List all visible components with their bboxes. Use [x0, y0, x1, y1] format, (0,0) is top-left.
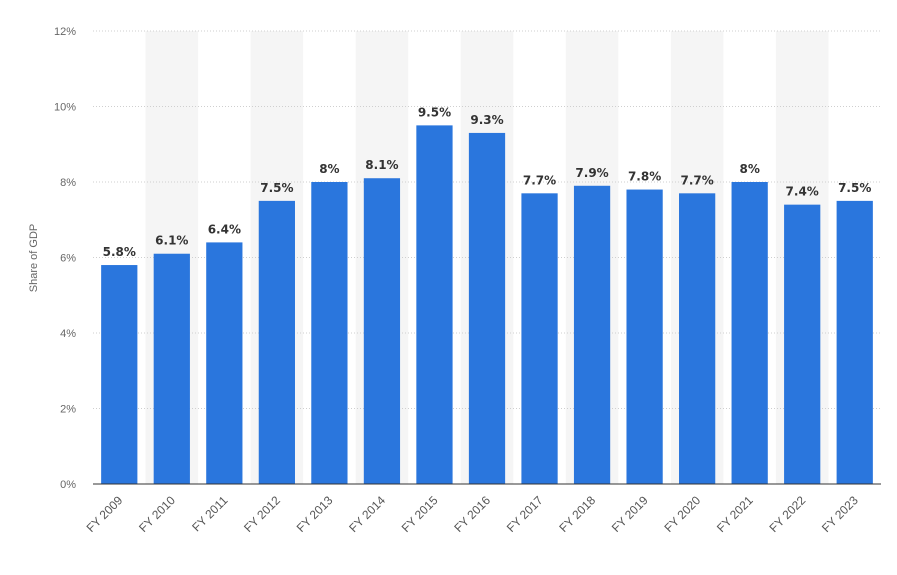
x-tick-label: FY 2014 [346, 493, 388, 535]
bars [101, 125, 873, 485]
x-tick-label: FY 2009 [84, 493, 126, 535]
data-label: 8% [739, 162, 759, 176]
data-label: 7.8% [628, 170, 661, 184]
data-label: 7.9% [575, 166, 608, 180]
bar[interactable] [784, 204, 821, 484]
y-tick-label: 6% [60, 253, 76, 265]
y-axis-title: Share of GDP [28, 224, 40, 292]
y-tick-label: 10% [54, 102, 76, 114]
bar[interactable] [521, 193, 558, 484]
data-label: 7.7% [680, 173, 713, 187]
data-label: 9.3% [470, 113, 503, 127]
x-tick-label: FY 2019 [609, 493, 651, 535]
bar[interactable] [573, 185, 611, 484]
data-label: 5.8% [103, 245, 136, 259]
bar[interactable] [679, 193, 716, 484]
bar[interactable] [626, 189, 663, 485]
x-tick-label: FY 2015 [399, 493, 441, 535]
y-tick-label: 8% [60, 177, 76, 189]
data-label: 7.4% [786, 185, 819, 199]
data-labels: 5.8% 6.1% 6.4% 7.5% 8% 8.1% 9.5% 9.3% 7.7% 7.9% 7.… [103, 105, 872, 259]
x-tick-label: FY 2021 [714, 493, 756, 535]
x-tick-label: FY 2020 [661, 493, 703, 535]
bar[interactable] [101, 265, 138, 484]
bar[interactable] [153, 253, 190, 484]
data-label: 8.1% [365, 158, 398, 172]
bar[interactable] [468, 132, 506, 485]
x-tick-labels: FY 2009 FY 2010 FY 2011 FY 2012 FY 2013 FY 20… [84, 493, 862, 535]
y-tick-label: 4% [60, 328, 76, 340]
y-tick-label: 0% [60, 479, 76, 491]
x-tick-label: FY 2022 [766, 493, 808, 535]
data-label: 6.1% [155, 234, 188, 248]
bar[interactable] [731, 182, 768, 484]
x-tick-label: FY 2023 [819, 493, 861, 535]
data-label: 8% [319, 162, 339, 176]
y-tick-label: 2% [60, 404, 76, 416]
x-tick-label: FY 2017 [504, 493, 546, 535]
data-label: 6.4% [208, 222, 241, 236]
x-tick-label: FY 2013 [294, 493, 336, 535]
x-tick-label: FY 2018 [556, 493, 598, 535]
x-tick-label: FY 2012 [241, 493, 283, 535]
bar[interactable] [416, 125, 453, 484]
x-tick-label: FY 2016 [451, 493, 493, 535]
bar[interactable] [311, 182, 348, 484]
data-label: 9.5% [418, 105, 451, 119]
x-tick-label: FY 2011 [189, 493, 230, 534]
y-tick-labels: 0% 2% 4% 6% 8% 10% 12% [54, 26, 76, 491]
bar[interactable] [206, 242, 243, 484]
bar[interactable] [363, 178, 401, 484]
bar[interactable] [258, 200, 295, 484]
data-label: 7.5% [260, 181, 293, 195]
bar[interactable] [836, 200, 873, 484]
data-label: 7.5% [838, 181, 871, 195]
data-label: 7.7% [523, 173, 556, 187]
x-tick-label: FY 2010 [136, 493, 178, 535]
y-tick-label: 12% [54, 26, 76, 38]
